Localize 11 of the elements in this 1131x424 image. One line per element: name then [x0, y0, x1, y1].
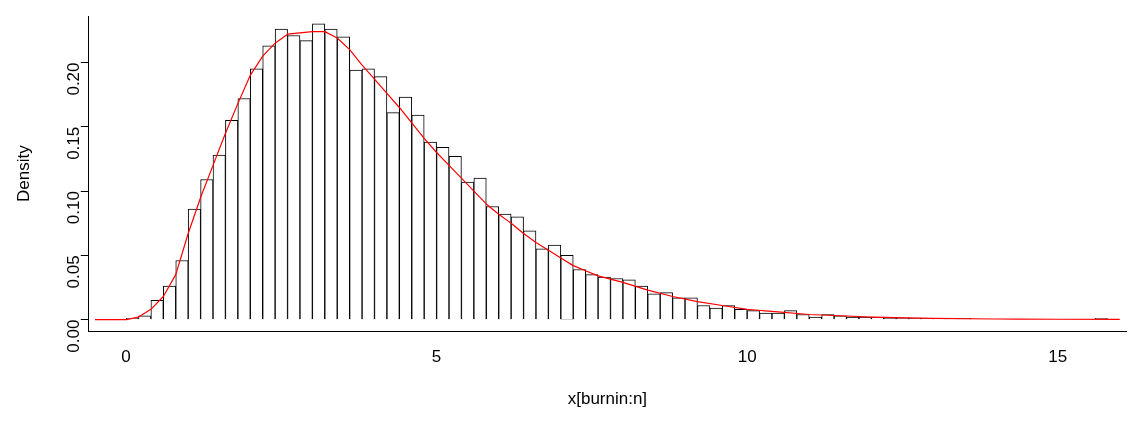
x-tick-label: 0	[121, 347, 131, 367]
y-tick-label: 0.10	[64, 191, 84, 225]
x-tick-label: 15	[1048, 347, 1068, 367]
y-tick-label: 0.20	[64, 62, 84, 96]
y-axis-title: Density	[13, 144, 33, 203]
y-tick-label: 0.05	[64, 255, 84, 289]
x-tick-label: 10	[737, 347, 757, 367]
y-tick-label: 0.15	[64, 126, 84, 160]
x-axis-title: x[burnin:n]	[567, 389, 648, 409]
x-tick-label: 5	[431, 347, 442, 367]
y-tick-label: 0.00	[64, 319, 84, 353]
